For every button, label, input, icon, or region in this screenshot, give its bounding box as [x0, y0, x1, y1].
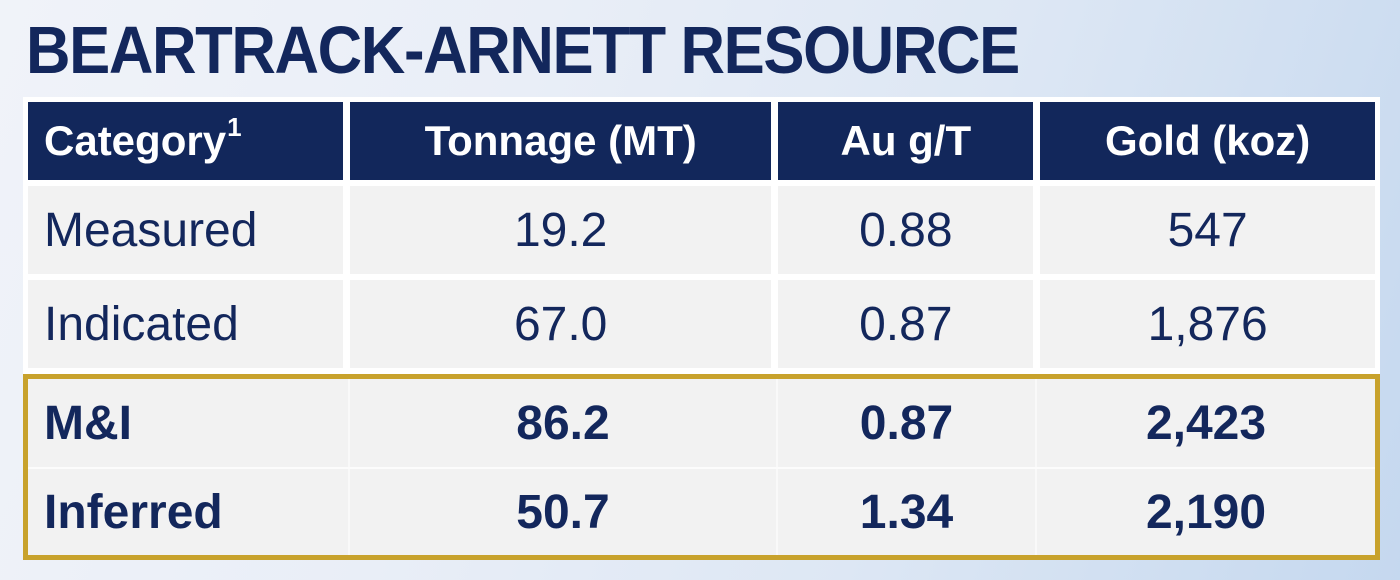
cell-measured-tonnage: 19.2: [350, 186, 772, 274]
cell-inferred-gold: 2,190: [1035, 469, 1375, 555]
cell-mi-tonnage: 86.2: [348, 379, 776, 467]
cell-measured-category: Measured: [28, 186, 343, 274]
cell-indicated-gold: 1,876: [1040, 280, 1375, 368]
header-gold: Gold (koz): [1040, 102, 1375, 180]
table-row-mi: M&I 86.2 0.87 2,423: [28, 379, 1375, 467]
table-row-inferred: Inferred 50.7 1.34 2,190: [28, 467, 1375, 555]
table-row-indicated: Indicated 67.0 0.87 1,876: [28, 280, 1375, 368]
cell-measured-grade: 0.88: [778, 186, 1034, 274]
cell-measured-gold: 547: [1040, 186, 1375, 274]
cell-mi-gold: 2,423: [1035, 379, 1375, 467]
highlight-box: M&I 86.2 0.87 2,423 Inferred 50.7 1.34 2…: [23, 374, 1380, 560]
cell-indicated-category: Indicated: [28, 280, 343, 368]
header-tonnage: Tonnage (MT): [350, 102, 772, 180]
resource-table: Category 1 Tonnage (MT) Au g/T Gold (koz)…: [23, 97, 1380, 560]
page-title: BEARTRACK-ARNETT RESOURCE: [26, 13, 1020, 88]
cell-indicated-tonnage: 67.0: [350, 280, 772, 368]
table-header-row: Category 1 Tonnage (MT) Au g/T Gold (koz): [28, 102, 1375, 180]
cell-mi-grade: 0.87: [776, 379, 1035, 467]
header-grade: Au g/T: [778, 102, 1034, 180]
cell-mi-category: M&I: [44, 396, 132, 450]
cell-inferred-category: Inferred: [44, 485, 223, 539]
header-category-label: Category: [44, 117, 227, 164]
cell-inferred-grade: 1.34: [776, 469, 1035, 555]
cell-indicated-grade: 0.87: [778, 280, 1034, 368]
table-row-measured: Measured 19.2 0.88 547: [28, 186, 1375, 274]
cell-inferred-tonnage: 50.7: [348, 469, 776, 555]
header-category: Category 1: [28, 102, 343, 180]
